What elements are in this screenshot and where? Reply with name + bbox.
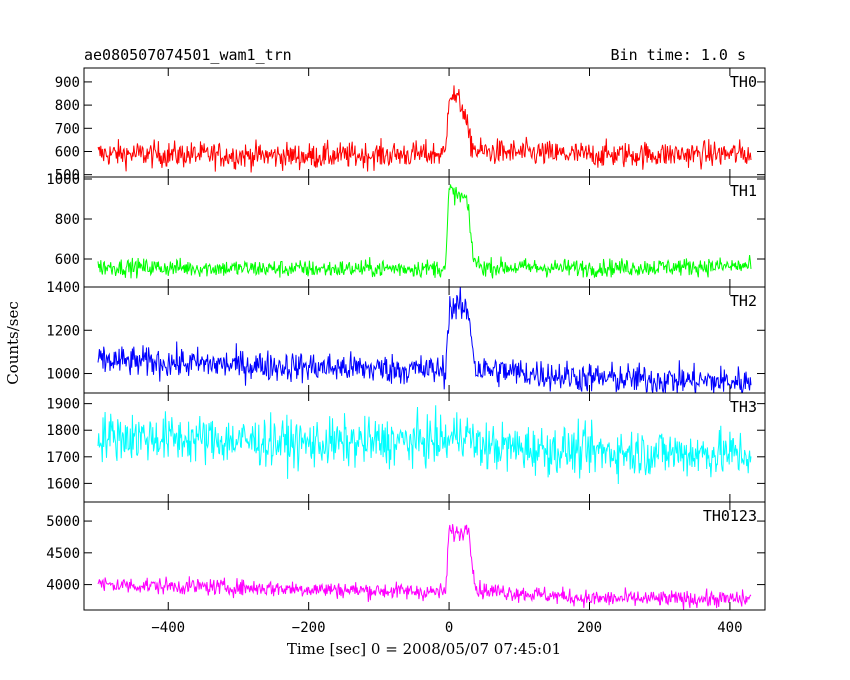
series-label-th0: TH0 — [730, 73, 757, 91]
x-axis-title: Time [sec] 0 = 2008/05/07 07:45:01 — [287, 640, 561, 658]
y-tick-label: 600 — [55, 252, 80, 268]
y-tick-label: 600 — [55, 144, 80, 160]
y-tick-label: 1700 — [46, 450, 80, 466]
y-tick-label: 5000 — [46, 514, 80, 530]
panel-th1: 600 800 1000 TH1 — [46, 172, 766, 288]
series-line-th3 — [97, 405, 752, 485]
time-axis-labels: −400 −200 0 200 400 — [151, 620, 742, 636]
panel-frame — [83, 501, 766, 611]
panel-th0123: 4000 4500 5000 TH0123 — [46, 501, 766, 611]
series-label-th3: TH3 — [730, 398, 757, 416]
y-tick-label: 1900 — [46, 397, 80, 413]
series-label-th2: TH2 — [730, 292, 757, 310]
y-tick-label: 1000 — [46, 367, 80, 383]
series-label-th0123: TH0123 — [703, 507, 757, 525]
y-tick-label: 1800 — [46, 423, 80, 439]
y-tick-label: 1600 — [46, 476, 80, 492]
series-line-th2 — [97, 287, 752, 393]
y-tick-label: 500 — [55, 168, 80, 184]
bin-time-label: Bin time: 1.0 s — [611, 46, 746, 64]
y-tick-label: 800 — [55, 98, 80, 114]
y-tick-label: 900 — [55, 75, 80, 91]
series-line-th0 — [97, 85, 752, 173]
y-tick-label: 1000 — [46, 172, 80, 188]
x-tick-label: −400 — [151, 620, 185, 636]
series-label-th1: TH1 — [730, 182, 757, 200]
y-tick-label: 800 — [55, 212, 80, 228]
x-tick-label: 200 — [577, 620, 602, 636]
file-title: ae080507074501_wam1_trn — [84, 46, 292, 64]
panel-th0: 500 600 700 800 900 TH0 — [55, 67, 766, 184]
y-tick-label: 4500 — [46, 546, 80, 562]
panel-th2: 1000 1200 1400 TH2 — [46, 280, 766, 394]
series-line-th1 — [97, 184, 752, 279]
x-tick-label: −200 — [292, 620, 326, 636]
panel-th3: 1600 1700 1800 1900 TH3 — [46, 392, 766, 503]
y-tick-label: 1400 — [46, 280, 80, 296]
y-tick-label: 700 — [55, 121, 80, 137]
x-tick-label: 400 — [717, 620, 742, 636]
y-tick-label: 4000 — [46, 578, 80, 594]
y-axis-title: Counts/sec — [4, 301, 22, 385]
x-tick-label: 0 — [445, 620, 453, 636]
y-tick-label: 1200 — [46, 323, 80, 339]
series-line-th0123 — [97, 524, 752, 610]
